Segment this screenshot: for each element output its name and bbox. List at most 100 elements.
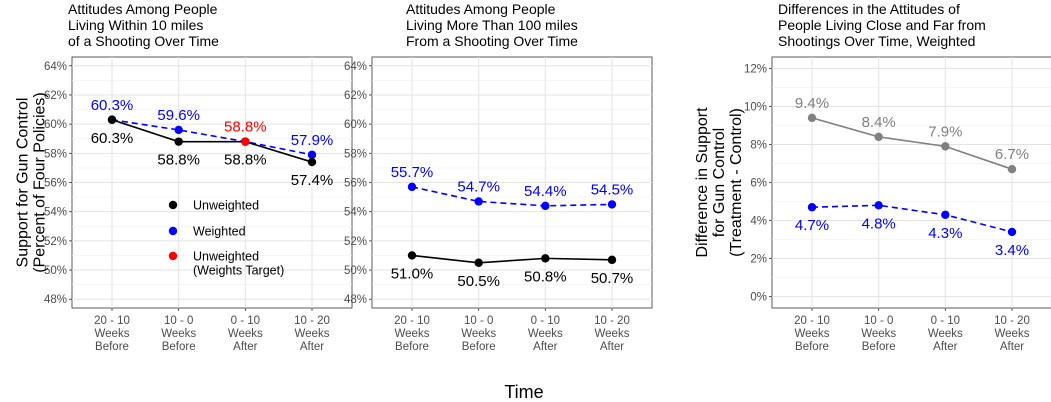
panel-differences-weighted: Differences in the Attitudes of People Li…	[694, 1, 1051, 353]
series-line	[811, 117, 1013, 170]
series-line	[111, 118, 313, 163]
data-point	[1007, 164, 1017, 174]
series-unweighted: 60.3% 58.8% 58.8% 57.4%	[91, 115, 333, 189]
data-label: 55.7%	[391, 164, 434, 181]
series-line	[811, 204, 1013, 233]
data-point	[807, 113, 817, 123]
data-point	[1007, 227, 1017, 237]
y-tick-label: 56%	[44, 178, 67, 190]
data-label: 50.7%	[591, 270, 634, 287]
data-label: 51.0%	[391, 265, 434, 282]
y-tick-label: 48%	[44, 294, 67, 306]
data-point	[474, 258, 483, 267]
y-tick-label: 60%	[344, 119, 367, 131]
data-point	[174, 137, 183, 146]
data-label: 60.3%	[91, 97, 134, 114]
data-point	[807, 203, 817, 212]
data-label: 4.3%	[928, 225, 962, 242]
data-label: 50.8%	[524, 268, 567, 285]
data-label: 4.8%	[862, 215, 896, 232]
series-line	[411, 254, 613, 264]
data-point	[307, 157, 317, 167]
x-tick-label: 10 - 20 Weeks After	[994, 315, 1030, 353]
legend-label: Unweighted	[193, 199, 259, 213]
data-point	[407, 251, 417, 260]
y-tick-label: 6%	[750, 178, 767, 190]
data-point	[407, 182, 417, 192]
y-tick-label: 54%	[344, 207, 367, 219]
data-point	[107, 115, 117, 124]
legend-marker	[168, 251, 178, 261]
legend-label: Weighted	[193, 225, 246, 239]
y-tick-label: 50%	[44, 265, 67, 277]
data-label: 59.6%	[157, 107, 200, 124]
y-tick-label: 8%	[750, 139, 767, 151]
y-tick-label: 12%	[744, 63, 767, 75]
panel-more-than-100-miles: Attitudes Among People Living More Than 1…	[344, 1, 653, 353]
y-tick-label: 64%	[44, 61, 67, 73]
data-point	[607, 255, 617, 265]
series-line	[111, 118, 313, 156]
data-point	[474, 197, 483, 206]
x-tick-label: 0 - 10 Weeks After	[928, 315, 963, 353]
panel-title: Differences in the Attitudes of People Li…	[778, 1, 986, 49]
data-label: 3.4%	[995, 242, 1029, 259]
data-label: 58.8%	[224, 119, 267, 136]
legend: Unweighted Weighted Unweighted (Weights Tar…	[168, 199, 284, 278]
data-label: 54.5%	[591, 181, 634, 198]
data-point	[307, 150, 317, 159]
data-label: 54.4%	[524, 183, 567, 200]
y-tick-label: 10%	[744, 101, 767, 113]
y-tick-label: 62%	[44, 90, 67, 102]
series-unweighted: 58.8%	[224, 119, 267, 146]
x-tick-label: 20 - 10 Weeks Before	[794, 315, 830, 353]
legend-label: Unweighted (Weights Target)	[193, 250, 284, 278]
y-axis-label: Difference in Supportfor Gun Control(Tre…	[694, 107, 745, 258]
y-tick-label: 52%	[344, 236, 367, 248]
y-tick-label: 48%	[344, 294, 367, 306]
y-tick-label: 58%	[44, 148, 67, 160]
panel-title: Attitudes Among People Living Within 10 m…	[68, 1, 219, 49]
data-point	[607, 200, 617, 209]
data-point	[874, 132, 883, 142]
data-label: 54.7%	[457, 178, 500, 195]
panel-within-10-miles: Attitudes Among People Living Within 10 m…	[15, 1, 353, 353]
x-tick-label: 10 - 0 Weeks Before	[161, 315, 196, 353]
x-tick-label: 20 - 10 Weeks Before	[394, 315, 430, 353]
data-label: 50.5%	[457, 273, 500, 290]
y-tick-label: 62%	[344, 90, 367, 102]
series-weighted: 60.3% 59.6% 57.9%	[91, 97, 334, 159]
data-label: 58.8%	[224, 152, 267, 169]
legend-marker	[168, 226, 178, 236]
data-label: 60.3%	[91, 130, 134, 147]
data-label: 8.4%	[862, 114, 896, 131]
x-tick-label: 0 - 10 Weeks After	[228, 315, 263, 353]
x-tick-label: 10 - 0 Weeks Before	[461, 315, 496, 353]
x-tick-label: 20 - 10 Weeks Before	[94, 315, 130, 353]
data-label: 57.9%	[291, 132, 334, 149]
data-point	[941, 142, 950, 151]
y-tick-label: 4%	[750, 216, 767, 228]
y-tick-label: 50%	[344, 265, 367, 277]
panel-title: Attitudes Among People Living More Than 1…	[406, 1, 578, 49]
y-tick-label: 54%	[44, 207, 67, 219]
x-tick-label: 10 - 20 Weeks After	[594, 315, 630, 353]
data-point	[874, 201, 883, 210]
series-weighted: 4.7% 4.8% 4.3% 3.4%	[795, 201, 1029, 259]
data-label: 4.7%	[795, 217, 829, 234]
data-label: 7.9%	[928, 123, 962, 140]
y-tick-label: 52%	[44, 236, 67, 248]
data-point	[241, 137, 250, 146]
data-label: 58.8%	[157, 152, 200, 169]
data-label: 6.7%	[995, 146, 1029, 163]
y-tick-label: 56%	[344, 178, 367, 190]
data-label: 9.4%	[795, 95, 829, 112]
y-tick-label: 2%	[750, 254, 767, 266]
legend-marker	[168, 200, 178, 210]
series-line	[411, 186, 613, 207]
series-unweighted: 9.4% 8.4% 7.9% 6.7%	[795, 95, 1029, 174]
data-point	[941, 210, 950, 220]
y-tick-label: 0%	[750, 292, 767, 304]
x-tick-label: 0 - 10 Weeks After	[528, 315, 563, 353]
